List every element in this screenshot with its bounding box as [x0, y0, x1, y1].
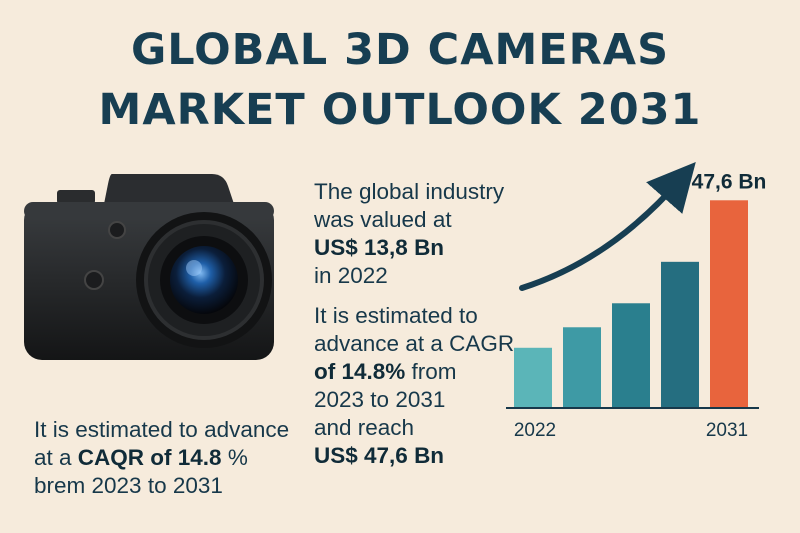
bar-2: [563, 327, 601, 408]
summary-text: %: [221, 445, 248, 470]
bar-5: [710, 200, 748, 408]
market-text-line: advance at a CAGR: [314, 331, 515, 356]
x-tick-label: 2031: [706, 420, 748, 441]
market-text-line: 2023 to 2031: [314, 387, 446, 412]
bar-4: [661, 261, 699, 408]
market-text-line: and reach: [314, 415, 415, 440]
summary-text: at a: [34, 445, 78, 470]
trend-up-arrow-icon: [519, 161, 696, 291]
summary-line: at a CAQR of 14.8 %: [34, 444, 289, 472]
market-text-line: in 2022: [314, 263, 388, 288]
summary-line: brem 2023 to 2031: [34, 473, 223, 498]
market-text-line: It is estimated to: [314, 303, 478, 328]
cagr-value: of 14.8%: [314, 359, 406, 384]
market-text-line: The global industry: [314, 179, 505, 204]
market-growth-chart: 2022 2031 47,6 Bn: [506, 161, 767, 441]
summary-line: It is estimated to advance: [34, 417, 290, 442]
cagr-summary-text: It is estimated to advance at a CAQR of …: [34, 416, 289, 500]
market-text-line: was valued at: [314, 207, 452, 232]
market-value-2022: US$ 13,8 Bn: [314, 235, 445, 260]
market-value-2031: US$ 47,6 Bn: [314, 443, 445, 468]
camera-icon: [24, 174, 274, 360]
data-label-2031: 47,6 Bn: [692, 170, 767, 193]
x-tick-label: 2022: [514, 420, 556, 441]
cagr-value: CAQR of 14.8: [77, 445, 222, 470]
title-line-1: GLOBAL 3D CAMERAS: [130, 25, 670, 75]
bar-1: [514, 347, 552, 408]
title-line-2: MARKET OUTLOOK 2031: [98, 85, 702, 135]
market-value-text: The global industry was valued at US$ 13…: [314, 178, 514, 470]
market-text-line: from: [405, 359, 457, 384]
bar-3: [612, 303, 650, 408]
cagr-line: of 14.8% from: [314, 358, 514, 386]
